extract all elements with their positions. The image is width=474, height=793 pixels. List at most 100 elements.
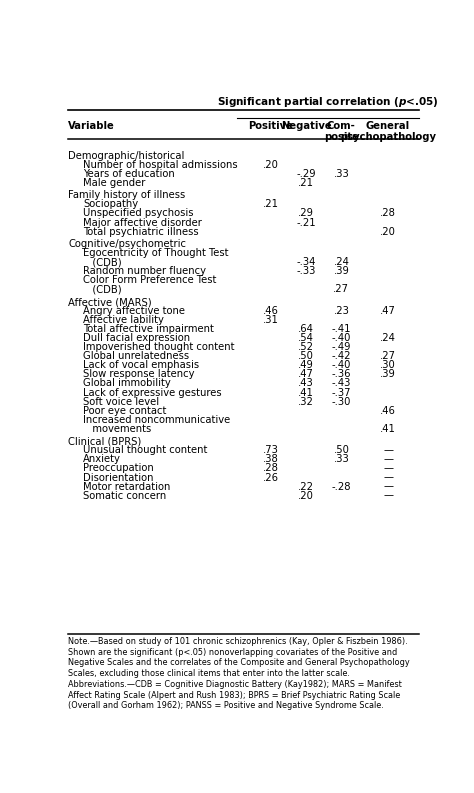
Text: Somatic concern: Somatic concern [83,491,166,500]
Text: .32: .32 [298,396,314,407]
Text: .21: .21 [298,178,314,188]
Text: Global immobility: Global immobility [83,378,171,389]
Text: .47: .47 [298,370,314,379]
Text: .28: .28 [380,209,396,219]
Text: General
psychopathology: General psychopathology [340,121,436,142]
Text: -.42: -.42 [332,351,351,362]
Text: .41: .41 [380,423,396,434]
Text: -.29: -.29 [296,169,316,178]
Text: Sociopathy: Sociopathy [83,200,138,209]
Text: Lack of vocal emphasis: Lack of vocal emphasis [83,360,199,370]
Text: .22: .22 [298,481,314,492]
Text: .21: .21 [263,200,279,209]
Text: (CDB): (CDB) [83,258,122,267]
Text: .50: .50 [333,446,349,455]
Text: .31: .31 [263,316,278,325]
Text: .23: .23 [333,306,349,316]
Text: Poor eye contact: Poor eye contact [83,405,166,416]
Text: -.33: -.33 [296,266,316,277]
Text: .20: .20 [380,227,396,236]
Text: Total psychiatric illness: Total psychiatric illness [83,227,199,236]
Text: .27: .27 [380,351,396,362]
Text: Note.—Based on study of 101 chronic schizophrenics (Kay, Opler & Fiszbein 1986).: Note.—Based on study of 101 chronic schi… [68,637,410,711]
Text: -.40: -.40 [332,333,351,343]
Text: .33: .33 [334,169,349,178]
Text: Male gender: Male gender [83,178,146,188]
Text: -.30: -.30 [332,396,351,407]
Text: .38: .38 [263,454,278,465]
Text: Family history of illness: Family history of illness [68,190,186,201]
Text: -.40: -.40 [332,360,351,370]
Text: .54: .54 [298,333,314,343]
Text: -.37: -.37 [332,388,351,397]
Text: movements: movements [83,423,151,434]
Text: Motor retardation: Motor retardation [83,481,171,492]
Text: .20: .20 [298,491,314,500]
Text: Clinical (BPRS): Clinical (BPRS) [68,436,142,446]
Text: .27: .27 [333,285,349,294]
Text: -.28: -.28 [332,481,351,492]
Text: —: — [383,473,393,482]
Text: .49: .49 [298,360,314,370]
Text: Negative: Negative [281,121,331,131]
Text: Increased noncommunicative: Increased noncommunicative [83,415,230,424]
Text: .26: .26 [263,473,279,482]
Text: -.49: -.49 [332,343,351,352]
Text: .46: .46 [380,405,396,416]
Text: -.36: -.36 [332,370,351,379]
Text: .28: .28 [263,463,278,473]
Text: Impoverished thought content: Impoverished thought content [83,343,235,352]
Text: (CDB): (CDB) [83,285,122,294]
Text: Variable: Variable [68,121,115,131]
Text: Years of education: Years of education [83,169,175,178]
Text: Com-
posite: Com- posite [324,121,359,142]
Text: .39: .39 [333,266,349,277]
Text: Demographic/historical: Demographic/historical [68,151,185,161]
Text: —: — [383,463,393,473]
Text: Unusual thought content: Unusual thought content [83,446,208,455]
Text: Affective (MARS): Affective (MARS) [68,297,152,307]
Text: —: — [383,446,393,455]
Text: .30: .30 [380,360,396,370]
Text: Affective lability: Affective lability [83,316,164,325]
Text: Lack of expressive gestures: Lack of expressive gestures [83,388,222,397]
Text: Random number fluency: Random number fluency [83,266,206,277]
Text: -.43: -.43 [332,378,351,389]
Text: .33: .33 [334,454,349,465]
Text: .24: .24 [333,258,349,267]
Text: .47: .47 [380,306,396,316]
Text: Disorientation: Disorientation [83,473,154,482]
Text: Cognitive/psychometric: Cognitive/psychometric [68,239,186,249]
Text: Global unrelatedness: Global unrelatedness [83,351,189,362]
Text: .64: .64 [298,324,314,335]
Text: .20: .20 [263,159,278,170]
Text: Angry affective tone: Angry affective tone [83,306,185,316]
Text: Slow response latency: Slow response latency [83,370,195,379]
Text: Color Form Preference Test: Color Form Preference Test [83,275,217,285]
Text: .41: .41 [298,388,314,397]
Text: Preoccupation: Preoccupation [83,463,154,473]
Text: -.41: -.41 [332,324,351,335]
Text: Soft voice level: Soft voice level [83,396,159,407]
Text: Total affective impairment: Total affective impairment [83,324,214,335]
Text: Major affective disorder: Major affective disorder [83,217,202,228]
Text: Egocentricity of Thought Test: Egocentricity of Thought Test [83,248,228,259]
Text: -.21: -.21 [296,217,316,228]
Text: .43: .43 [298,378,314,389]
Text: —: — [383,491,393,500]
Text: .46: .46 [263,306,278,316]
Text: .52: .52 [298,343,314,352]
Text: —: — [383,481,393,492]
Text: Number of hospital admissions: Number of hospital admissions [83,159,238,170]
Text: -.34: -.34 [296,258,316,267]
Text: .29: .29 [298,209,314,219]
Text: Positive: Positive [248,121,293,131]
Text: —: — [383,454,393,465]
Text: .39: .39 [380,370,396,379]
Text: .50: .50 [298,351,314,362]
Text: Dull facial expression: Dull facial expression [83,333,190,343]
Text: .24: .24 [380,333,396,343]
Text: Unspecified psychosis: Unspecified psychosis [83,209,193,219]
Text: .73: .73 [263,446,278,455]
Text: Anxiety: Anxiety [83,454,121,465]
